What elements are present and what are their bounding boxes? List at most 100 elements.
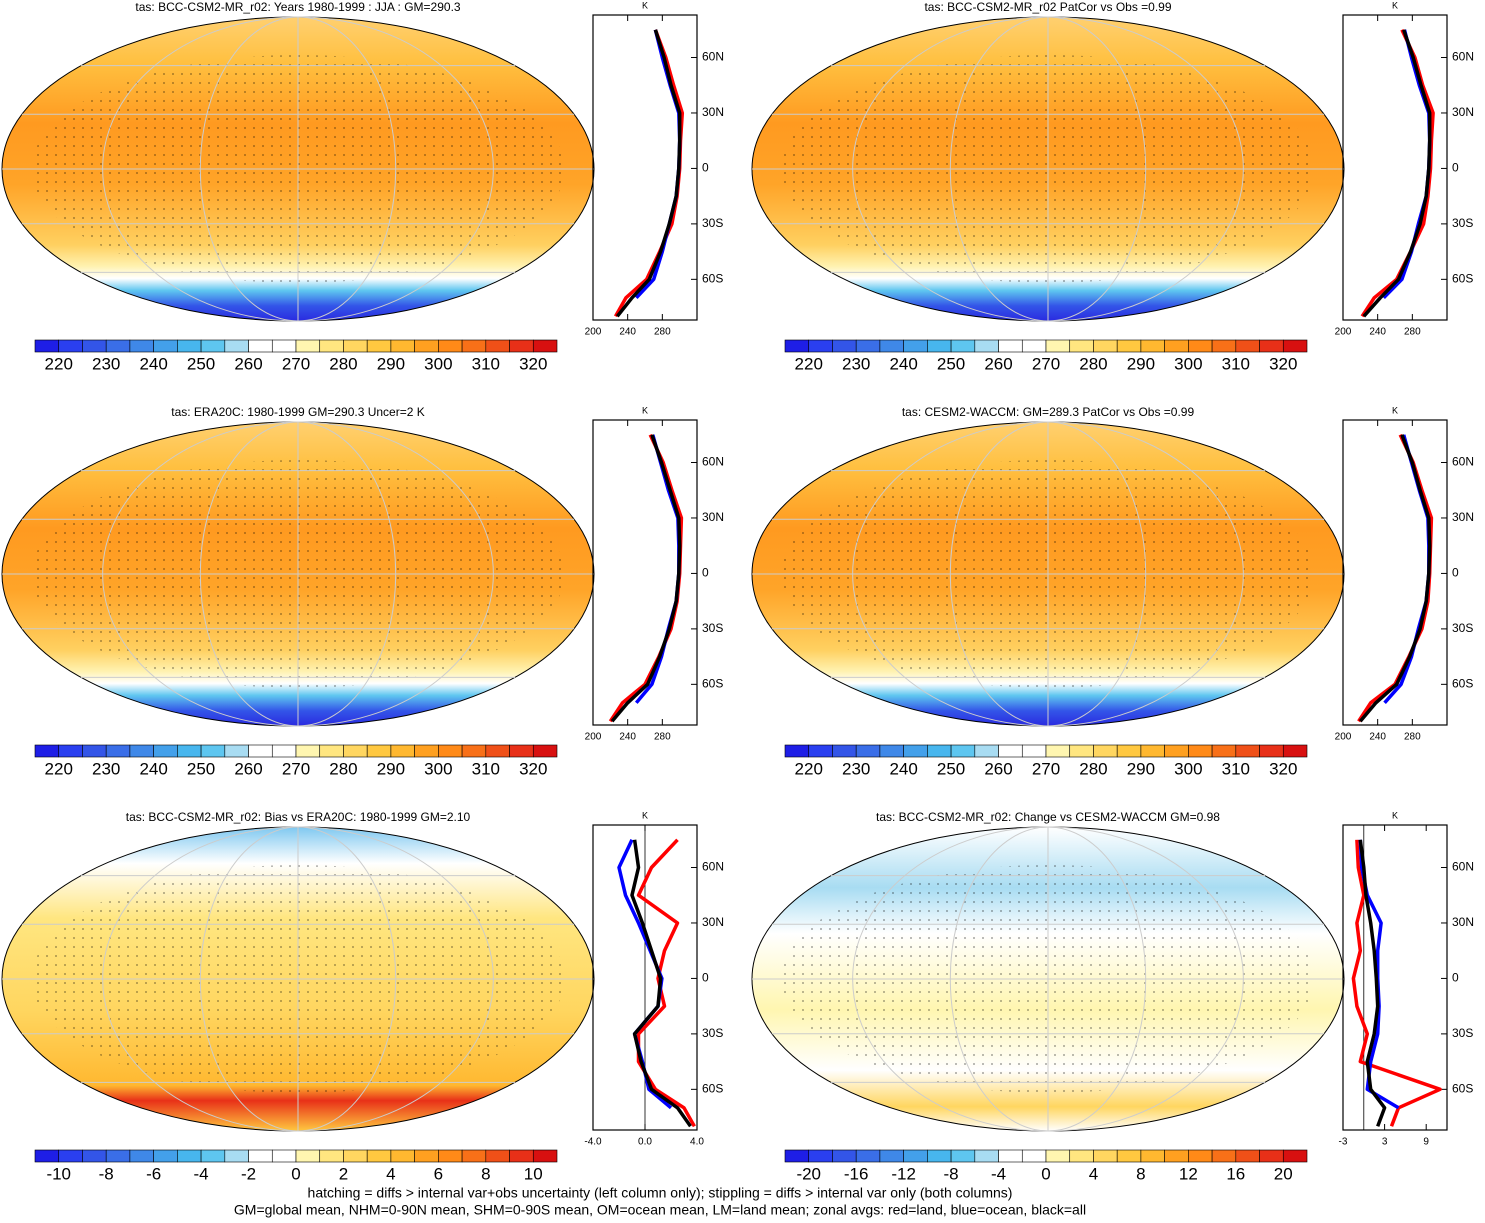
colorbar-box <box>832 744 857 758</box>
colorbar-box <box>224 339 249 353</box>
x-tick-label: 280 <box>654 732 671 743</box>
colorbar-box <box>1140 744 1165 758</box>
colorbar-box <box>1093 744 1118 758</box>
colorbar-box <box>414 1149 439 1163</box>
colorbar-box <box>129 744 154 758</box>
colorbar-label: 4 <box>386 1164 395 1183</box>
y-tick-label: 30N <box>1452 105 1474 119</box>
colorbar-box <box>532 1149 558 1163</box>
colorbar-label: 250 <box>187 759 215 778</box>
colorbar-box <box>927 744 952 758</box>
zonal-line <box>610 434 682 723</box>
y-tick-label: 0 <box>1452 161 1459 175</box>
colorbar-box <box>390 1149 415 1163</box>
colorbar-label: 280 <box>329 759 357 778</box>
colorbar-label: 250 <box>937 354 965 373</box>
colorbar-box <box>1164 744 1189 758</box>
colorbar-box <box>485 744 510 758</box>
zonal-unit: K <box>1392 0 1398 10</box>
colorbar-box <box>1259 744 1284 758</box>
colorbar-label: 10 <box>524 1164 543 1183</box>
x-tick-label: 240 <box>619 732 636 743</box>
colorbar-box <box>319 339 344 353</box>
footnote: hatching = diffs > internal var+obs unce… <box>308 1185 1013 1201</box>
colorbar-label: 270 <box>282 759 310 778</box>
colorbar-box <box>485 339 510 353</box>
colorbar-box <box>998 1149 1023 1163</box>
colorbar-label: 220 <box>45 354 73 373</box>
colorbar-box <box>271 744 297 758</box>
colorbar-box <box>295 744 321 758</box>
colorbar-box <box>1259 339 1284 353</box>
colorbar-box <box>1069 1149 1094 1163</box>
colorbar-label: -8 <box>944 1164 959 1183</box>
y-tick-label: 30S <box>1452 216 1473 230</box>
colorbar-box <box>1116 1149 1142 1163</box>
colorbar-box <box>82 744 107 758</box>
colorbar-label: 320 <box>519 354 547 373</box>
y-tick-label: 0 <box>702 566 709 580</box>
colorbar-box <box>974 744 999 758</box>
colorbar-box <box>1188 339 1213 353</box>
colorbar-box <box>1211 339 1237 353</box>
colorbar-box <box>438 339 463 353</box>
colorbar-box <box>224 744 249 758</box>
colorbar-box <box>177 1149 202 1163</box>
colorbar-box <box>808 339 833 353</box>
colorbar-box <box>105 1149 131 1163</box>
colorbar-label: 270 <box>1032 759 1060 778</box>
y-tick-label: 30S <box>702 621 723 635</box>
x-tick-label: 3 <box>1382 1137 1388 1148</box>
colorbar-box <box>319 1149 344 1163</box>
colorbar-box <box>879 744 904 758</box>
colorbar-box <box>248 1149 273 1163</box>
colorbar-box <box>784 339 810 353</box>
zonal-line <box>1362 29 1432 318</box>
colorbar-box <box>1188 1149 1213 1163</box>
colorbar-box <box>998 744 1023 758</box>
colorbar-label: 280 <box>1079 759 1107 778</box>
colorbar-label: 260 <box>234 354 262 373</box>
colorbar-box <box>1211 1149 1237 1163</box>
colorbar-box <box>855 744 881 758</box>
colorbar-box <box>879 1149 904 1163</box>
y-tick-label: 0 <box>1452 566 1459 580</box>
colorbar-box <box>248 339 273 353</box>
colorbar-label: 280 <box>1079 354 1107 373</box>
colorbar-label: 230 <box>842 354 870 373</box>
colorbar-label: 310 <box>1222 759 1250 778</box>
colorbar-label: 230 <box>842 759 870 778</box>
colorbar-box <box>319 744 344 758</box>
colorbar-label: 240 <box>139 354 167 373</box>
colorbar-label: -10 <box>46 1164 71 1183</box>
colorbar-label: 0 <box>291 1164 300 1183</box>
colorbar-box <box>105 744 131 758</box>
colorbar-box <box>153 744 178 758</box>
colorbar-box <box>532 339 558 353</box>
x-tick-label: 0.0 <box>638 1137 652 1148</box>
x-tick-label: -4.0 <box>584 1137 602 1148</box>
colorbar-box <box>34 744 60 758</box>
colorbar-box <box>1140 1149 1165 1163</box>
colorbar-label: 290 <box>377 354 405 373</box>
y-tick-label: 30S <box>702 1026 723 1040</box>
colorbar-label: 300 <box>1174 759 1202 778</box>
colorbar-box <box>832 339 857 353</box>
colorbar-box <box>271 339 297 353</box>
y-tick-label: 60N <box>702 860 724 874</box>
colorbar-box <box>1282 339 1308 353</box>
colorbar-box <box>485 1149 510 1163</box>
colorbar-box <box>1045 1149 1071 1163</box>
colorbar-box <box>177 744 202 758</box>
colorbar-label: 12 <box>1179 1164 1198 1183</box>
colorbar-box <box>879 339 904 353</box>
colorbar-label: -2 <box>241 1164 256 1183</box>
zonal-unit: K <box>642 810 648 820</box>
y-tick-label: 60S <box>702 677 723 691</box>
panel-title: tas: BCC-CSM2-MR_r02: Years 1980-1999 : … <box>135 0 460 14</box>
colorbar-box <box>855 339 881 353</box>
colorbar-label: 310 <box>1222 354 1250 373</box>
colorbar-box <box>295 339 321 353</box>
colorbar-box <box>509 339 534 353</box>
